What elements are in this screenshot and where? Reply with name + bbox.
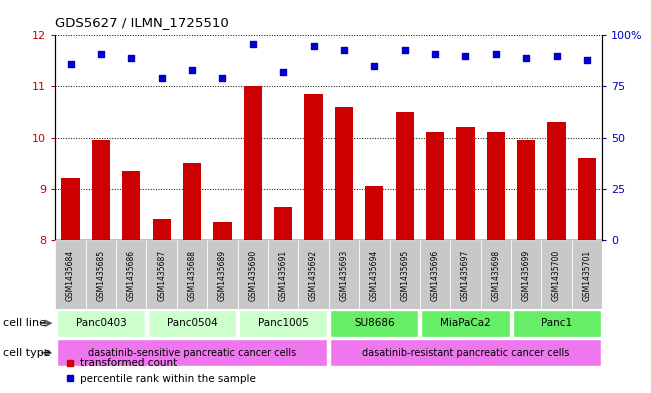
Text: GSM1435686: GSM1435686 — [127, 250, 136, 301]
Bar — [421, 310, 510, 336]
Bar — [86, 240, 116, 309]
Text: SU8686: SU8686 — [354, 318, 395, 328]
Bar — [146, 240, 177, 309]
Bar — [542, 240, 572, 309]
Bar — [456, 127, 475, 240]
Point — [187, 67, 197, 73]
Bar — [517, 140, 535, 240]
Text: Panc1: Panc1 — [541, 318, 572, 328]
Point — [460, 53, 471, 59]
Bar — [243, 86, 262, 240]
Point — [400, 46, 410, 53]
Bar — [512, 310, 601, 336]
Bar — [152, 219, 171, 240]
Point — [339, 46, 349, 53]
Bar — [61, 178, 79, 240]
Text: Panc1005: Panc1005 — [258, 318, 309, 328]
Bar — [57, 310, 145, 336]
Bar — [420, 240, 450, 309]
Bar — [396, 112, 414, 240]
Bar — [426, 132, 444, 240]
Point — [491, 51, 501, 57]
Text: GSM1435692: GSM1435692 — [309, 250, 318, 301]
Bar — [389, 240, 420, 309]
Bar — [122, 171, 141, 240]
Bar — [177, 240, 207, 309]
Text: GSM1435700: GSM1435700 — [552, 250, 561, 301]
Text: dasatinib-resistant pancreatic cancer cells: dasatinib-resistant pancreatic cancer ce… — [362, 348, 569, 358]
Bar — [547, 122, 566, 240]
Bar — [298, 240, 329, 309]
Point — [217, 75, 228, 81]
Text: GSM1435687: GSM1435687 — [157, 250, 166, 301]
Bar — [480, 240, 511, 309]
Text: cell line: cell line — [3, 318, 46, 328]
Point — [65, 61, 76, 67]
Bar — [239, 310, 327, 336]
Text: Panc0403: Panc0403 — [76, 318, 126, 328]
Bar — [55, 240, 86, 309]
Point — [430, 51, 440, 57]
Text: Panc0504: Panc0504 — [167, 318, 217, 328]
Text: GDS5627 / ILMN_1725510: GDS5627 / ILMN_1725510 — [55, 17, 229, 29]
Bar — [330, 340, 601, 366]
Bar — [335, 107, 353, 240]
Point — [247, 40, 258, 47]
Bar — [511, 240, 542, 309]
Bar — [359, 240, 389, 309]
Bar — [148, 310, 236, 336]
Text: GSM1435685: GSM1435685 — [96, 250, 105, 301]
Point — [156, 75, 167, 81]
Point — [126, 55, 137, 61]
Text: GSM1435690: GSM1435690 — [248, 250, 257, 301]
Text: cell type: cell type — [3, 348, 51, 358]
Point — [521, 55, 531, 61]
Text: GSM1435697: GSM1435697 — [461, 250, 470, 301]
Text: GSM1435694: GSM1435694 — [370, 250, 379, 301]
Bar — [330, 310, 419, 336]
Point — [309, 42, 319, 49]
Text: GSM1435698: GSM1435698 — [492, 250, 501, 301]
Bar — [214, 222, 232, 240]
Text: GSM1435691: GSM1435691 — [279, 250, 288, 301]
Point — [551, 53, 562, 59]
Bar — [305, 94, 323, 240]
Text: MiaPaCa2: MiaPaCa2 — [440, 318, 491, 328]
Text: GSM1435684: GSM1435684 — [66, 250, 75, 301]
Bar — [183, 163, 201, 240]
Text: GSM1435701: GSM1435701 — [583, 250, 592, 301]
Bar — [238, 240, 268, 309]
Bar — [450, 240, 480, 309]
Bar — [274, 206, 292, 240]
Bar — [92, 140, 110, 240]
Bar — [365, 186, 383, 240]
Bar — [57, 340, 327, 366]
Text: dasatinib-sensitive pancreatic cancer cells: dasatinib-sensitive pancreatic cancer ce… — [88, 348, 296, 358]
Bar — [572, 240, 602, 309]
Point — [278, 69, 288, 75]
Point — [582, 57, 592, 63]
Point — [96, 51, 106, 57]
Text: GSM1435696: GSM1435696 — [430, 250, 439, 301]
Bar — [268, 240, 298, 309]
Bar — [578, 158, 596, 240]
Text: GSM1435699: GSM1435699 — [521, 250, 531, 301]
Bar — [329, 240, 359, 309]
Bar — [207, 240, 238, 309]
Text: GSM1435693: GSM1435693 — [339, 250, 348, 301]
Point — [369, 63, 380, 69]
Text: GSM1435688: GSM1435688 — [187, 250, 197, 301]
Bar — [487, 132, 505, 240]
Text: GSM1435695: GSM1435695 — [400, 250, 409, 301]
Legend: transformed count, percentile rank within the sample: transformed count, percentile rank withi… — [61, 354, 260, 388]
Bar — [116, 240, 146, 309]
Text: GSM1435689: GSM1435689 — [218, 250, 227, 301]
